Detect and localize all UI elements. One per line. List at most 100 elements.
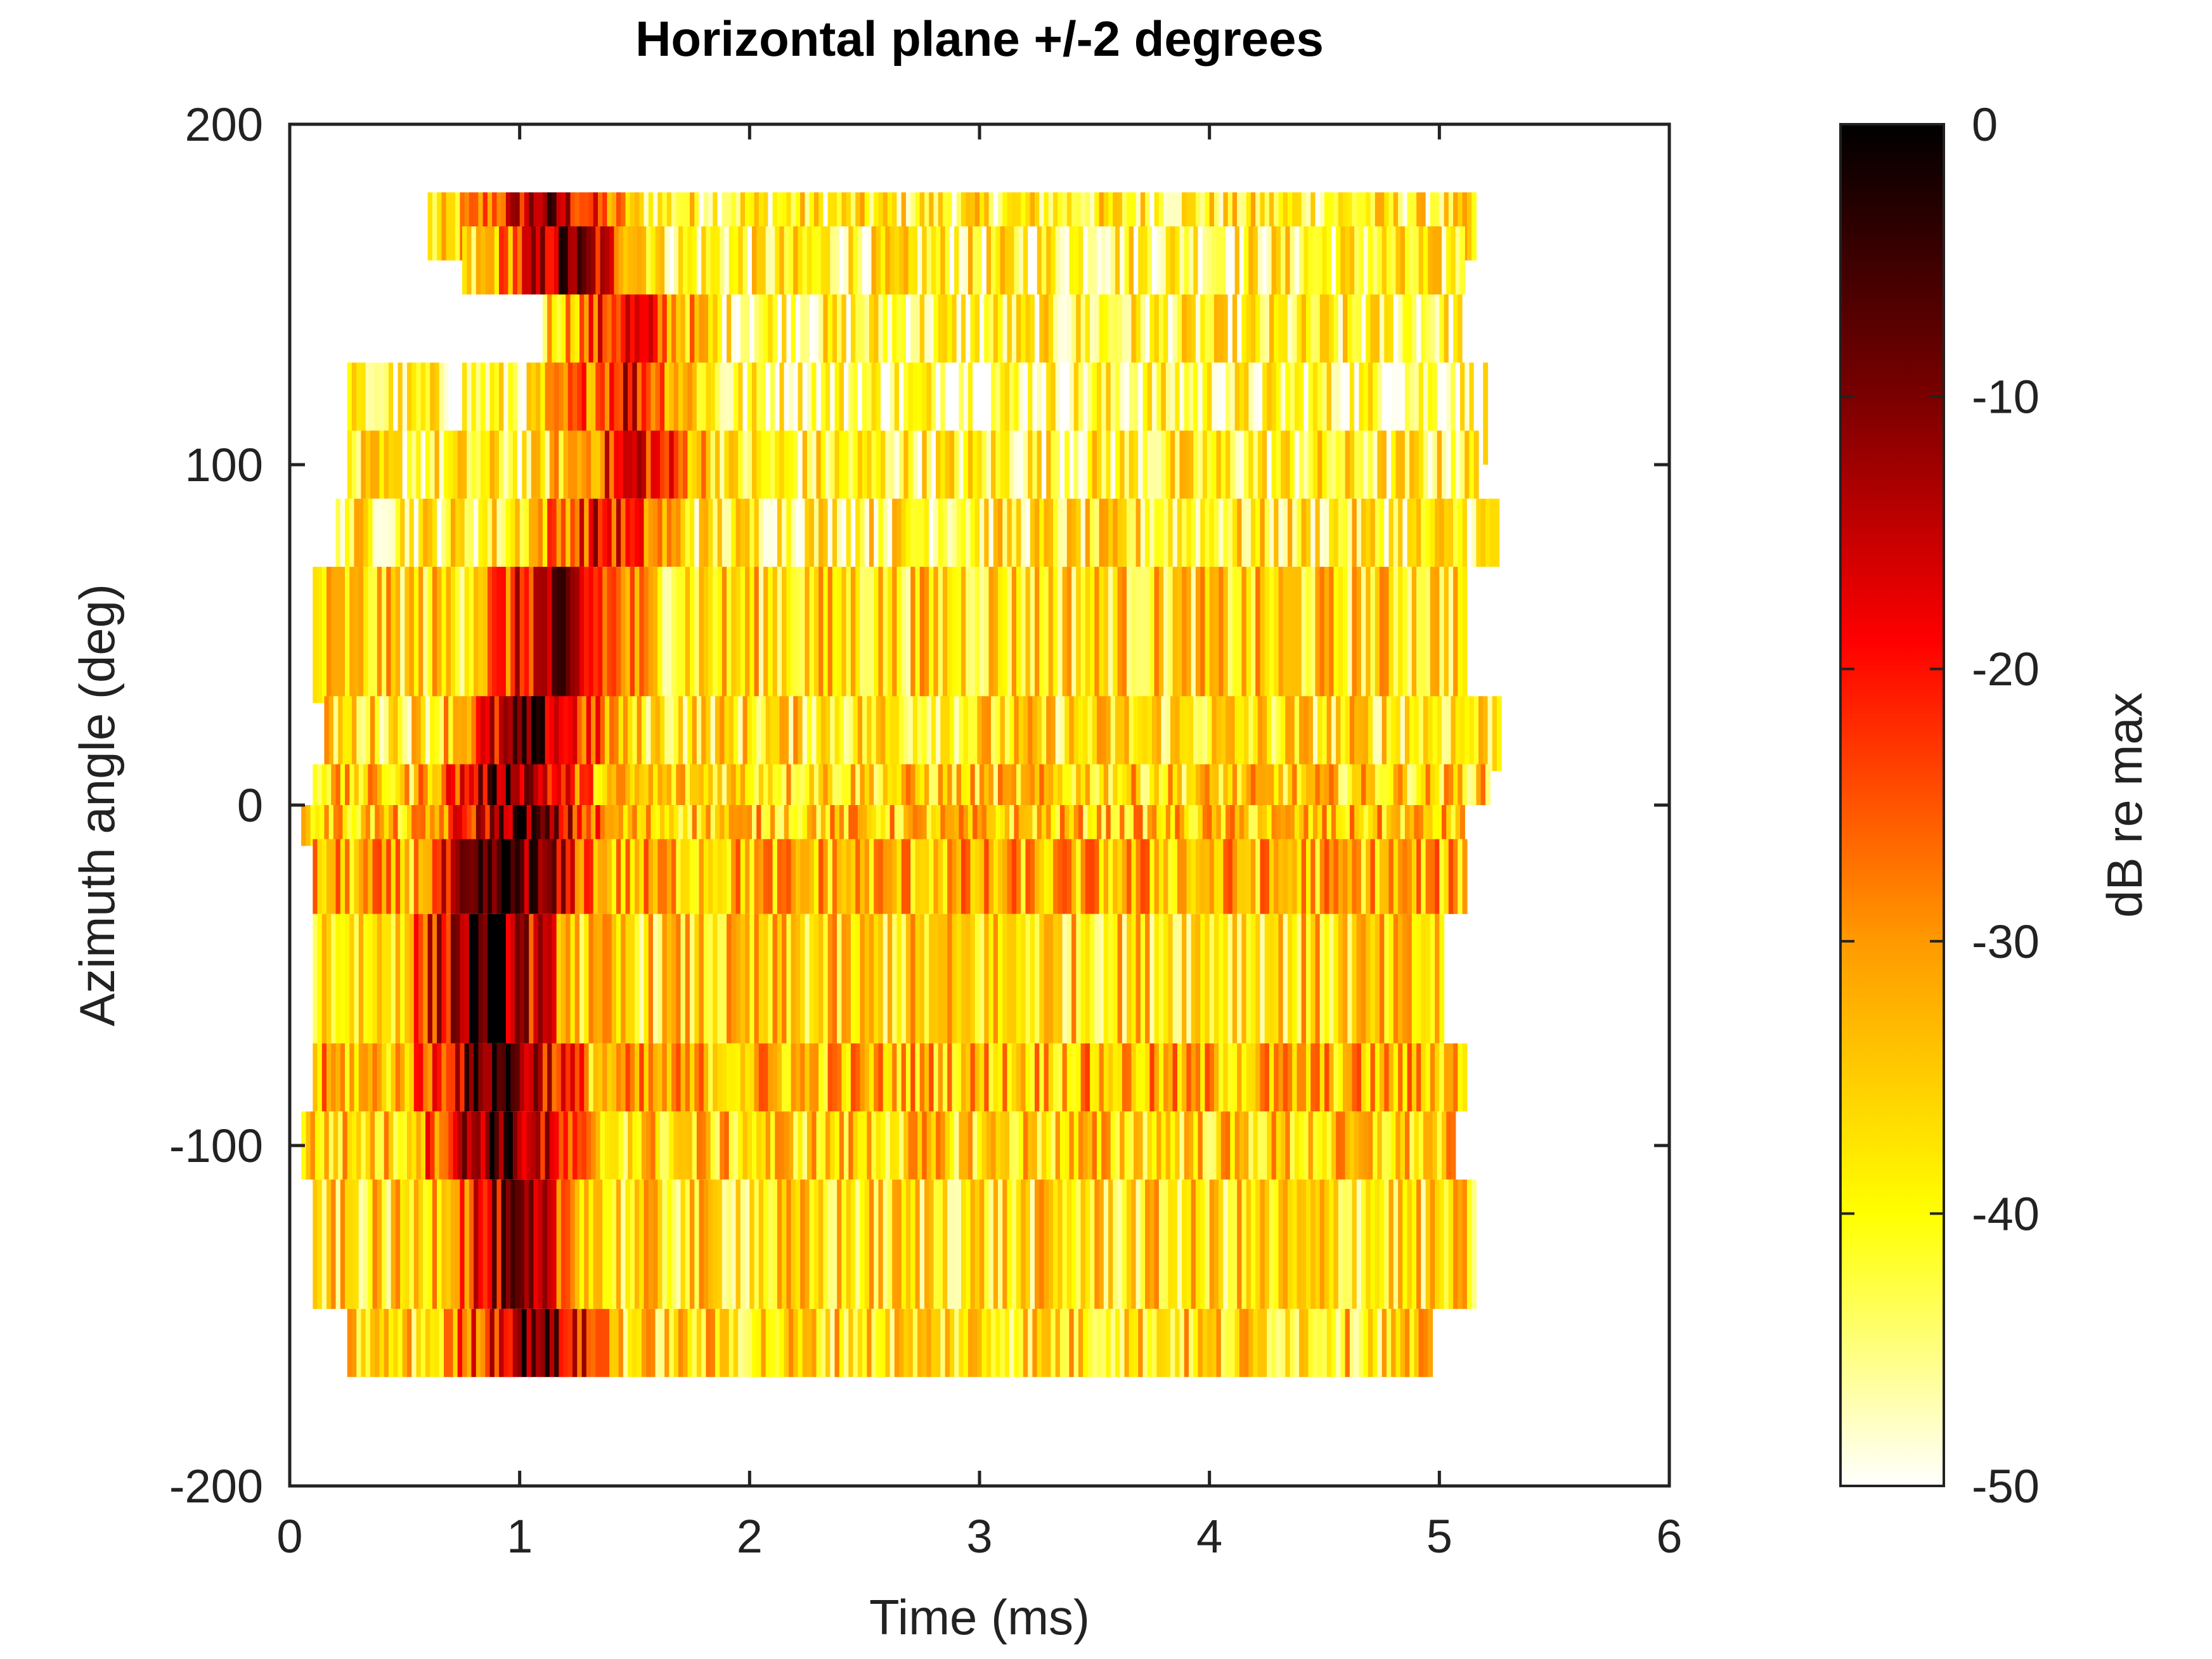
heatmap-cell: [1310, 1179, 1316, 1309]
heatmap-cell: [430, 1111, 436, 1180]
heatmap-cell: [1257, 1308, 1263, 1378]
heatmap-cell: [1437, 362, 1442, 465]
heatmap-cell: [943, 839, 948, 914]
heatmap-cell: [503, 1308, 509, 1378]
heatmap-cell: [478, 839, 484, 914]
heatmap-cell: [721, 192, 727, 261]
heatmap-cell: [1163, 839, 1168, 914]
heatmap-cell: [347, 1308, 352, 1378]
heatmap-cell: [1326, 1308, 1332, 1378]
heatmap-cell: [648, 764, 654, 805]
heatmap-cell: [1326, 430, 1332, 499]
heatmap-cell: [862, 1308, 867, 1378]
heatmap-cell: [1099, 567, 1104, 703]
heatmap-cell: [1200, 192, 1206, 261]
heatmap-cell: [335, 913, 341, 1043]
heatmap-cell: [818, 913, 824, 1043]
heatmap-cell: [1297, 913, 1302, 1043]
heatmap-cell: [533, 192, 539, 261]
heatmap-cell: [538, 498, 543, 567]
heatmap-cell: [993, 1043, 999, 1112]
heatmap-cell: [1363, 805, 1369, 846]
heatmap-cell: [437, 1179, 442, 1309]
heatmap-cell: [361, 696, 366, 771]
heatmap-cell: [1336, 1111, 1341, 1180]
heatmap-cell: [1439, 913, 1445, 1043]
heatmap-cell: [812, 430, 817, 499]
heatmap-cell: [1352, 764, 1357, 805]
heatmap-cell: [995, 362, 1001, 465]
heatmap-cell: [581, 1308, 587, 1378]
heatmap-cell: [515, 839, 521, 914]
heatmap-cell: [1209, 1179, 1215, 1309]
heatmap-cell: [728, 696, 734, 771]
heatmap-cell: [1329, 192, 1335, 261]
heatmap-cell: [1014, 226, 1019, 295]
heatmap-cell: [1122, 839, 1127, 914]
heatmap-cell: [1186, 567, 1192, 703]
heatmap-cell: [547, 294, 553, 414]
heatmap-cell: [549, 696, 555, 771]
heatmap-cell: [1175, 362, 1180, 465]
heatmap-cell: [706, 696, 711, 771]
heatmap-cell: [538, 839, 543, 914]
heatmap-cell: [908, 1308, 914, 1378]
heatmap-cell: [1080, 498, 1086, 567]
heatmap-cell: [673, 696, 679, 771]
heatmap-cell: [874, 567, 879, 703]
heatmap-cell: [400, 567, 405, 703]
heatmap-cell: [715, 226, 720, 295]
heatmap-cell: [1205, 192, 1210, 261]
heatmap-cell: [1172, 764, 1178, 805]
heatmap-cell: [933, 913, 939, 1043]
heatmap-cell: [407, 805, 412, 846]
heatmap-cell: [545, 430, 550, 499]
heatmap-cell: [1103, 839, 1109, 914]
heatmap-cell: [1184, 430, 1189, 499]
heatmap-cell: [1200, 1043, 1206, 1112]
heatmap-cell: [701, 226, 707, 295]
heatmap-cell: [728, 1308, 734, 1378]
heatmap-cell: [1398, 498, 1403, 567]
heatmap-cell: [1416, 839, 1421, 914]
heatmap-cell: [448, 805, 454, 846]
heatmap-cell: [457, 696, 463, 771]
heatmap-cell: [1442, 362, 1447, 465]
heatmap-cell: [1140, 567, 1146, 703]
heatmap-cell: [832, 913, 838, 1043]
heatmap-cell: [779, 1308, 785, 1378]
heatmap-cell: [455, 839, 460, 914]
heatmap-cell: [662, 498, 668, 567]
heatmap-cell: [1145, 1179, 1150, 1309]
heatmap-cell: [1053, 1043, 1058, 1112]
heatmap-cell: [795, 192, 801, 261]
heatmap-cell: [1297, 567, 1302, 703]
heatmap-cell: [690, 498, 695, 567]
heatmap-cell: [588, 1179, 594, 1309]
heatmap-cell: [664, 805, 669, 846]
heatmap-cell: [800, 192, 805, 261]
heatmap-cell: [908, 805, 914, 846]
heatmap-cell: [1182, 294, 1187, 414]
heatmap-cell: [1301, 192, 1307, 261]
heatmap-cell: [478, 764, 484, 805]
heatmap-cell: [1285, 430, 1291, 499]
heatmap-cell: [1306, 567, 1311, 703]
heatmap-cell: [1343, 294, 1348, 414]
heatmap-cell: [1253, 362, 1258, 465]
heatmap-cell: [349, 1043, 355, 1112]
heatmap-cell: [1398, 764, 1403, 805]
heatmap-cell: [1361, 764, 1366, 805]
heatmap-cell: [1216, 362, 1222, 465]
colorbar-ticks: 0-10-20-30-40-50: [1840, 98, 2040, 1513]
heatmap-cell: [657, 1043, 663, 1112]
heatmap-cell: [1097, 430, 1102, 499]
heatmap-cell: [980, 839, 985, 914]
heatmap-cell: [905, 913, 911, 1043]
heatmap-cell: [572, 805, 578, 846]
heatmap-cell: [1271, 362, 1277, 465]
heatmap-cell: [1377, 696, 1383, 771]
heatmap-cell: [846, 498, 851, 567]
heatmap-cell: [358, 764, 364, 805]
heatmap-cell: [685, 498, 690, 567]
